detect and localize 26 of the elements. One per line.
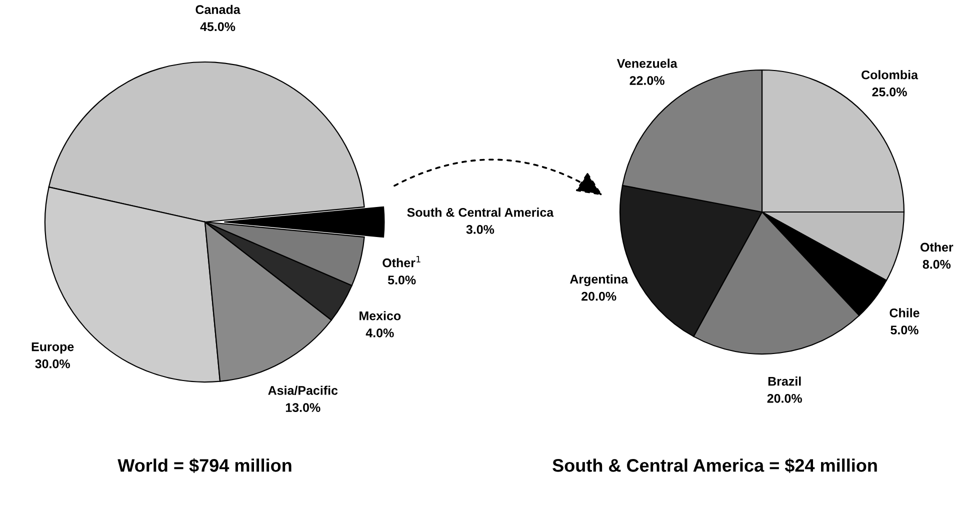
text: South & Central America = $24 million xyxy=(552,458,877,474)
slice-label: Brazil xyxy=(768,376,801,386)
data-label: 4.0% xyxy=(366,328,394,338)
slice-label: Europe xyxy=(32,342,74,354)
slice-label: Venezuela xyxy=(616,58,678,68)
slice-label: Argentina xyxy=(570,274,628,286)
data-label: 25.0% xyxy=(872,88,907,96)
data-label: 22.0% xyxy=(630,76,664,85)
data-label: 45.0% xyxy=(200,22,236,32)
data-label: 8.0% xyxy=(922,260,951,269)
slice-label: Canada xyxy=(196,4,240,14)
slice-label: Other xyxy=(920,242,954,252)
slice-label: Mexico xyxy=(360,311,401,320)
slice-label: Other$^{1}$ xyxy=(382,256,420,268)
text: World = $794 million xyxy=(118,458,292,474)
data-label: 5.0% xyxy=(890,326,918,334)
slice-label: South & Central America xyxy=(407,208,554,217)
data-label: 20.0% xyxy=(582,292,616,301)
data-label: 3.0% xyxy=(466,225,494,234)
slice-label: Colombia xyxy=(862,70,918,80)
data-label: 13.0% xyxy=(286,403,320,412)
data-label: 5.0% xyxy=(388,276,416,284)
slice-label: Chile xyxy=(890,308,920,318)
data-label: 20.0% xyxy=(767,394,802,403)
data-label: 30.0% xyxy=(35,359,70,368)
slice-label: Asia/Pacific xyxy=(268,386,338,396)
